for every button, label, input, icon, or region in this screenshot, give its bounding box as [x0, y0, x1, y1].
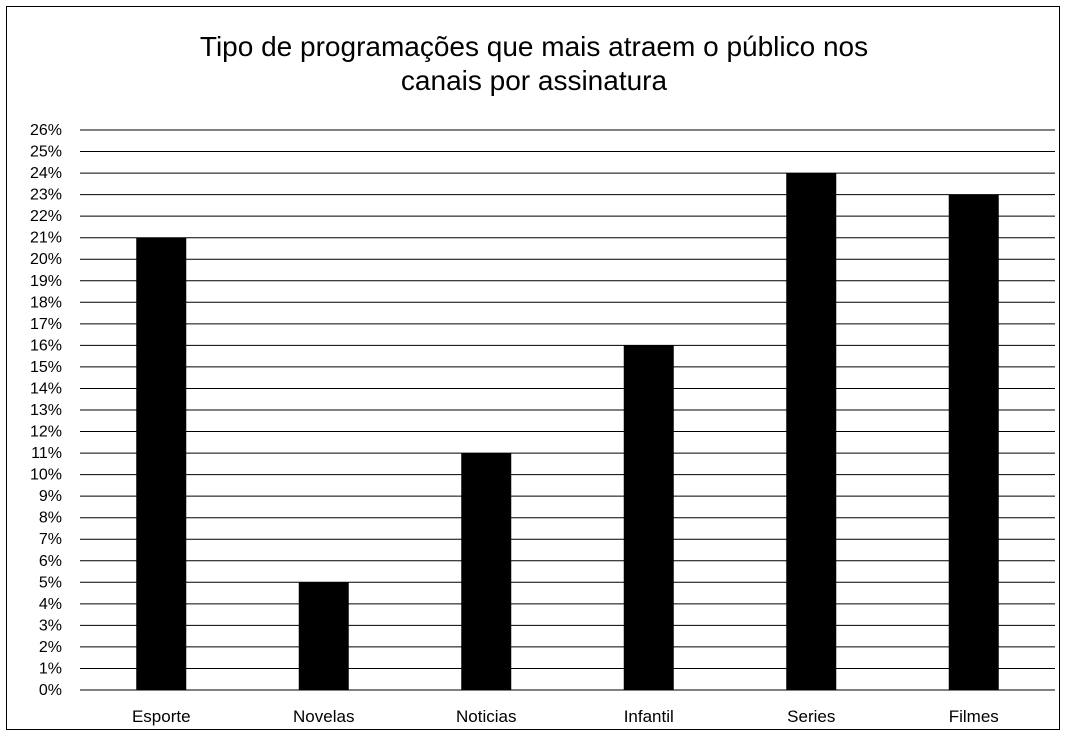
y-tick-label: 10%: [30, 467, 62, 484]
x-tick-label: Filmes: [949, 707, 999, 726]
y-tick-label: 21%: [30, 230, 62, 247]
bars: [136, 173, 999, 691]
bar-infantil: [623, 345, 674, 690]
y-tick-label: 20%: [30, 251, 62, 268]
y-tick-label: 26%: [30, 122, 62, 139]
y-tick-label: 6%: [39, 553, 62, 570]
x-axis-labels: Esporte Novelas Noticias Infantil Series Film…: [132, 707, 999, 726]
y-tick-label: 9%: [39, 488, 62, 505]
y-tick-label: 16%: [30, 337, 62, 354]
y-tick-label: 5%: [39, 574, 62, 591]
y-tick-label: 13%: [30, 402, 62, 419]
y-tick-label: 17%: [30, 316, 62, 333]
bar-filmes: [948, 194, 999, 690]
y-tick-label: 0%: [39, 682, 62, 699]
x-tick-label: Esporte: [132, 707, 191, 726]
bar-series: [786, 173, 837, 691]
chart-title: Tipo de programações que mais atraem o p…: [0, 30, 1068, 98]
y-tick-label: 3%: [39, 617, 62, 634]
bar-novelas: [298, 582, 349, 690]
y-tick-label: 25%: [30, 144, 62, 161]
y-tick-label: 24%: [30, 165, 62, 182]
y-tick-label: 1%: [39, 660, 62, 677]
x-tick-label: Novelas: [293, 707, 354, 726]
bar-noticias: [461, 453, 512, 690]
y-tick-label: 14%: [30, 380, 62, 397]
chart-title-line-2: canais por assinatura: [400, 65, 668, 96]
x-tick-label: Noticias: [456, 707, 516, 726]
y-tick-label: 7%: [39, 531, 62, 548]
y-tick-label: 15%: [30, 359, 62, 376]
y-axis-labels: 0% 1% 2% 3% 4% 5% 6% 7% 8% 9% 10% 11% 12% 13% 14% 15% 16…: [30, 122, 62, 699]
y-tick-label: 2%: [39, 639, 62, 656]
x-tick-label: Infantil: [624, 707, 674, 726]
bar-esporte: [136, 237, 187, 690]
y-tick-label: 19%: [30, 273, 62, 290]
y-tick-label: 18%: [30, 294, 62, 311]
y-tick-label: 11%: [31, 445, 62, 462]
y-tick-label: 8%: [39, 510, 62, 527]
gridlines: [80, 129, 1055, 691]
y-tick-label: 23%: [30, 187, 62, 204]
y-tick-label: 12%: [30, 424, 62, 441]
y-tick-label: 22%: [30, 208, 62, 225]
x-tick-label: Series: [787, 707, 835, 726]
chart-title-line-1: Tipo de programações que mais atraem o p…: [199, 31, 869, 62]
y-tick-label: 4%: [39, 596, 62, 613]
